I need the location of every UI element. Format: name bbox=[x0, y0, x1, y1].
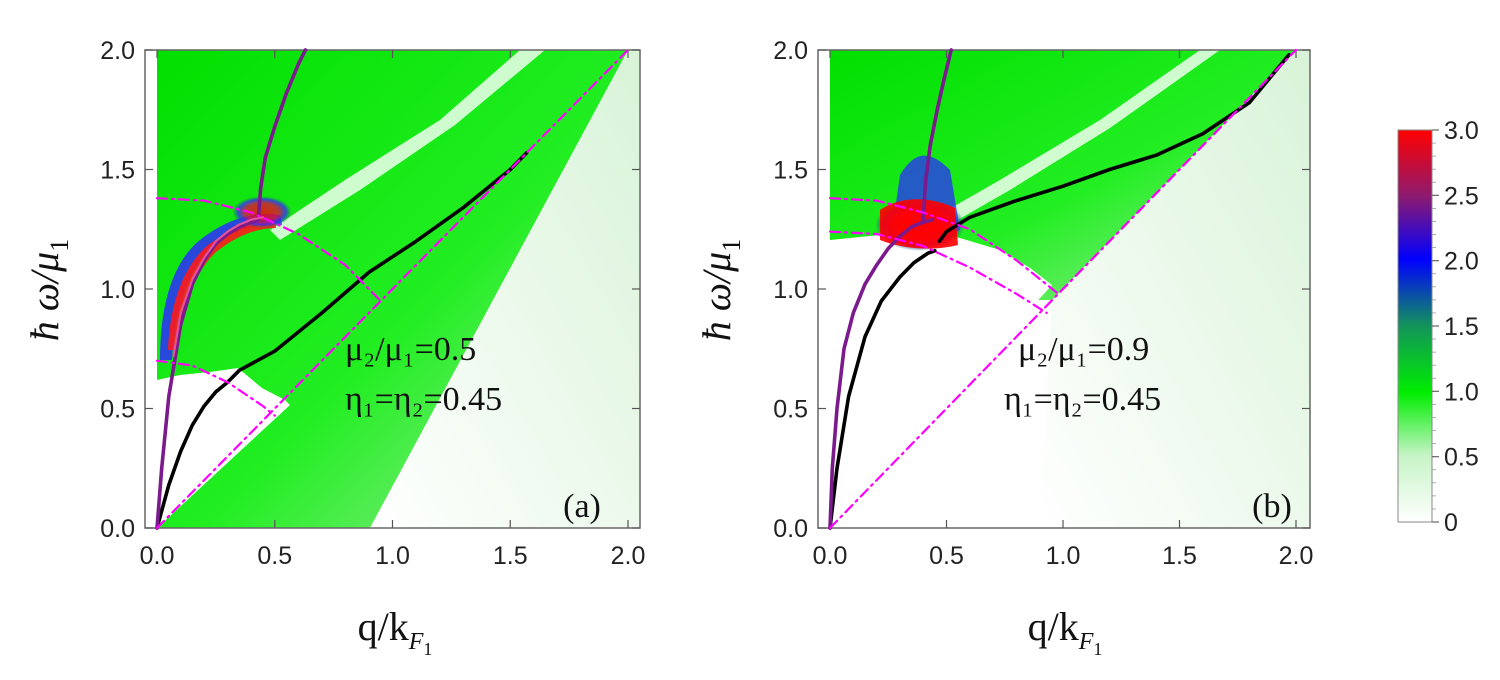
panel-b-annotation-eta: η₁=η₂=0.45 bbox=[1004, 381, 1161, 418]
panel-a-ytick-label: 0.5 bbox=[100, 396, 135, 424]
panel-a-ytick-label: 1.0 bbox=[100, 276, 135, 304]
panel-b-ytick-label: 1.5 bbox=[773, 157, 808, 185]
panel-a-xtick-label: 0.5 bbox=[257, 542, 292, 570]
panel-a-ylabel: ħ ω/μ1 bbox=[22, 239, 74, 341]
colorbar-tick-label: 3.0 bbox=[1444, 117, 1479, 145]
panel-b-curves bbox=[828, 48, 1298, 530]
panel-a-curve-magenta-upper-arc bbox=[155, 197, 382, 303]
colorbar-gradient bbox=[1397, 129, 1433, 523]
panel-b-axis-ticks: 0.0 0.5 1.0 1.5 2.0 0.0 0.5 1.0 1.5 2.0 bbox=[773, 37, 1313, 570]
panel-a-curves bbox=[155, 48, 630, 530]
panel-a-annotation-eta: η₁=η₂=0.45 bbox=[345, 381, 502, 418]
panel-a: 0.0 0.5 1.0 1.5 2.0 0.0 0.5 1.0 1.5 2.0 (a) μ₂/μ₁… bbox=[22, 37, 645, 659]
panel-a-xtick-label: 1.0 bbox=[375, 542, 410, 570]
panel-b-label: (b) bbox=[1252, 488, 1292, 525]
panel-b-xtick-label: 0.5 bbox=[929, 542, 964, 570]
panel-b-ytick-label: 2.0 bbox=[773, 37, 808, 65]
colorbar-tick-label: 0 bbox=[1444, 509, 1458, 537]
panel-b-ytick-label: 0.0 bbox=[773, 515, 808, 543]
panel-b-curve-purple-upper-branch bbox=[921, 48, 954, 222]
colorbar-tick-label: 2.5 bbox=[1444, 182, 1479, 210]
panel-a-curve-black-plasmon-branch bbox=[155, 151, 529, 530]
panel-b-curve-purple-lower-branch bbox=[828, 217, 935, 530]
panel-a-curve-magenta-diagonal bbox=[155, 48, 630, 530]
colorbar-tick-label: 1.0 bbox=[1444, 378, 1479, 406]
panel-b-xtick-label: 2.0 bbox=[1279, 542, 1314, 570]
panel-b-curve-black-upper-branch bbox=[937, 52, 1291, 243]
panel-b-ylabel: ħ ω/μ1 bbox=[694, 239, 746, 341]
panel-b-curve-magenta-diagonal bbox=[828, 48, 1298, 530]
panel-b-curve-black-lower-branch bbox=[828, 249, 937, 530]
panel-b-xtick-label: 1.5 bbox=[1162, 542, 1197, 570]
panel-b-curve-magenta-upper-arc bbox=[828, 197, 1060, 295]
panel-a-annotation-ratio: μ₂/μ₁=0.5 bbox=[345, 331, 476, 368]
panel-b-ytick-label: 0.5 bbox=[773, 396, 808, 424]
panel-b: 0.0 0.5 1.0 1.5 2.0 0.0 0.5 1.0 1.5 2.0 (b) μ₂/μ₁… bbox=[694, 37, 1313, 659]
panel-b-xlabel: q/kF1 bbox=[1028, 604, 1103, 659]
colorbar-tick-label: 2.0 bbox=[1444, 248, 1479, 276]
colorbar: 0 0.5 1.0 1.5 2.0 2.5 3.0 bbox=[1397, 117, 1479, 537]
panel-a-ytick-label: 1.5 bbox=[100, 157, 135, 185]
panel-a-axis-ticks: 0.0 0.5 1.0 1.5 2.0 0.0 0.5 1.0 1.5 2.0 bbox=[100, 37, 645, 570]
panel-a-label: (a) bbox=[563, 488, 601, 525]
panel-a-curve-magenta-lower-arc bbox=[155, 359, 276, 417]
panel-a-ytick-label: 0.0 bbox=[100, 515, 135, 543]
colorbar-tick-label: 0.5 bbox=[1444, 444, 1479, 472]
panel-a-ytick-label: 2.0 bbox=[100, 37, 135, 65]
panel-b-curve-magenta-lower-arc bbox=[828, 230, 1048, 314]
panel-a-xtick-label: 1.5 bbox=[493, 542, 528, 570]
panel-b-ytick-label: 1.0 bbox=[773, 276, 808, 304]
panel-b-xtick-label: 0.0 bbox=[813, 542, 848, 570]
panel-a-curve-purple-upper-branch bbox=[256, 48, 308, 222]
panel-a-xtick-label: 0.0 bbox=[140, 542, 175, 570]
colorbar-tick-label: 1.5 bbox=[1444, 313, 1479, 341]
panel-a-xtick-label: 2.0 bbox=[611, 542, 646, 570]
colorbar-ticks: 0 0.5 1.0 1.5 2.0 2.5 3.0 bbox=[1432, 117, 1479, 537]
panel-a-curve-pink-lower-dispersion bbox=[172, 216, 265, 357]
panel-a-curve-purple-upper-left-branch bbox=[155, 217, 261, 530]
panel-a-xlabel: q/kF1 bbox=[358, 604, 433, 659]
panel-b-xtick-label: 1.0 bbox=[1046, 542, 1081, 570]
panel-b-annotation-ratio: μ₂/μ₁=0.9 bbox=[1018, 331, 1149, 368]
